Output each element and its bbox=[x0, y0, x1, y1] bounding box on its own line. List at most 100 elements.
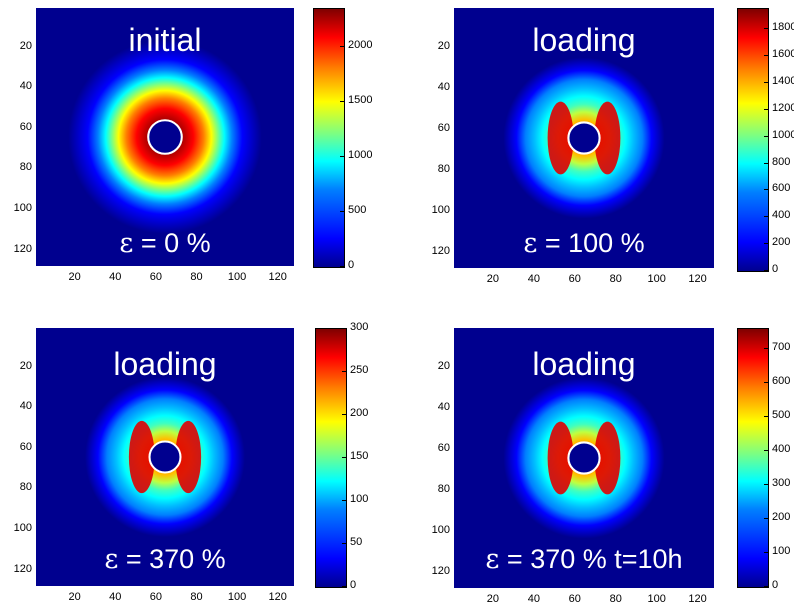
beam-stop bbox=[148, 440, 182, 474]
colorbar-tick-label: 600 bbox=[772, 375, 791, 388]
x-tick-label: 20 bbox=[68, 591, 81, 603]
scattering-pattern bbox=[454, 8, 714, 268]
colorbar-tick-label: 2000 bbox=[348, 39, 373, 52]
x-tick-label: 60 bbox=[149, 271, 162, 283]
colorbar-tick-label: 300 bbox=[772, 477, 791, 490]
colorbar-tick-mark bbox=[342, 414, 346, 415]
colorbar-tick-mark bbox=[342, 543, 346, 544]
colorbar bbox=[313, 8, 345, 268]
x-tick-label: 100 bbox=[647, 273, 666, 285]
colorbar-tick-label: 1200 bbox=[772, 101, 794, 114]
left-lobe bbox=[547, 421, 574, 495]
y-tick-label: 80 bbox=[437, 482, 450, 495]
y-tick-label: 40 bbox=[19, 80, 32, 93]
y-tick-label: 60 bbox=[437, 121, 450, 134]
colorbar-tick-mark bbox=[764, 518, 768, 520]
colorbar-tick-label: 500 bbox=[772, 409, 791, 422]
x-tick-label: 60 bbox=[568, 593, 581, 605]
colorbar-tick-mark bbox=[340, 156, 344, 158]
x-tick-label: 20 bbox=[486, 273, 500, 285]
y-tick-label: 80 bbox=[19, 481, 32, 494]
x-tick-label: 60 bbox=[149, 591, 162, 603]
y-tick-label: 120 bbox=[431, 564, 450, 577]
strain-annotation: ε = 370 % bbox=[36, 544, 294, 574]
scattering-pattern bbox=[36, 328, 294, 586]
panel-title: loading bbox=[532, 22, 636, 58]
colorbar-tick-label: 1600 bbox=[772, 48, 794, 61]
x-tick-label: 80 bbox=[190, 271, 203, 283]
colorbar-tick-mark bbox=[764, 189, 768, 191]
colorbar-tick-mark bbox=[764, 135, 768, 137]
y-tick-label: 120 bbox=[431, 244, 450, 257]
colorbar-tick-mark bbox=[764, 484, 768, 486]
scattering-pattern bbox=[36, 8, 294, 266]
beam-stop bbox=[567, 121, 601, 155]
colorbar-tick-mark bbox=[342, 500, 346, 501]
y-tick-label: 60 bbox=[19, 440, 32, 453]
x-tick-label: 100 bbox=[647, 593, 666, 605]
colorbar-tick-mark bbox=[764, 382, 768, 384]
x-tick-label: 80 bbox=[609, 593, 622, 605]
x-tick-label: 120 bbox=[268, 591, 287, 603]
strain-value: = 370 % t=10h bbox=[499, 544, 683, 574]
strain-value: = 370 % bbox=[118, 544, 226, 574]
x-tick-label: 40 bbox=[527, 273, 540, 285]
colorbar bbox=[315, 328, 347, 588]
left-lobe bbox=[547, 101, 574, 175]
colorbar-tick-label: 0 bbox=[772, 579, 779, 591]
x-tick-label: 40 bbox=[109, 591, 122, 603]
colorbar-tick-label: 1000 bbox=[348, 149, 373, 162]
y-tick-label: 100 bbox=[431, 523, 450, 536]
colorbar-tick-label: 0 bbox=[348, 259, 355, 271]
colorbar-tick-mark bbox=[764, 348, 768, 350]
y-tick-label: 80 bbox=[19, 161, 32, 174]
x-tick-label: 120 bbox=[688, 593, 707, 605]
strain-annotation: ε = 100 % bbox=[454, 228, 714, 258]
colorbar-tick-label: 300 bbox=[350, 321, 369, 333]
colorbar-tick-mark bbox=[764, 270, 768, 271]
y-tick-label: 100 bbox=[431, 203, 450, 216]
y-tick-label: 20 bbox=[19, 359, 32, 372]
beam-stop bbox=[147, 119, 183, 155]
x-tick-label: 60 bbox=[568, 273, 581, 285]
colorbar-tick-mark bbox=[764, 216, 768, 218]
panel-title: loading bbox=[532, 346, 636, 382]
colorbar-tick-mark bbox=[340, 211, 344, 213]
strain-annotation: ε = 370 % t=10h bbox=[454, 544, 714, 575]
y-tick-label: 40 bbox=[437, 80, 450, 93]
x-tick-label: 100 bbox=[227, 271, 247, 283]
scattering-pattern bbox=[454, 328, 714, 588]
x-tick-label: 40 bbox=[527, 593, 540, 605]
colorbar-tick-mark bbox=[764, 81, 768, 83]
y-tick-label: 120 bbox=[13, 562, 32, 575]
colorbar-tick-mark bbox=[342, 371, 346, 372]
strain-value: = 100 % bbox=[537, 228, 645, 258]
colorbar-tick-label: 600 bbox=[772, 182, 791, 195]
y-tick-label: 80 bbox=[437, 162, 450, 175]
y-tick-label: 60 bbox=[19, 120, 32, 133]
colorbar-tick-mark bbox=[340, 101, 344, 103]
epsilon-symbol: ε bbox=[485, 544, 500, 575]
colorbar-tick-mark bbox=[340, 266, 344, 267]
colorbar-tick-label: 1400 bbox=[772, 74, 794, 87]
y-tick-label: 20 bbox=[19, 39, 32, 52]
colorbar-tick-mark bbox=[342, 586, 346, 587]
y-tick-label: 40 bbox=[437, 400, 450, 413]
x-tick-label: 80 bbox=[190, 591, 203, 603]
colorbar-tick-mark bbox=[342, 328, 346, 329]
heatmap-image: loading ε = 370 % bbox=[36, 328, 294, 586]
heatmap-image: loading ε = 370 % t=10h bbox=[454, 328, 714, 588]
x-tick-label: 120 bbox=[688, 273, 707, 285]
right-lobe bbox=[594, 421, 621, 495]
colorbar-tick-mark bbox=[764, 552, 768, 554]
y-tick-label: 20 bbox=[437, 359, 450, 372]
colorbar-tick-label: 50 bbox=[350, 536, 363, 548]
x-tick-label: 100 bbox=[227, 591, 247, 603]
y-tick-label: 100 bbox=[13, 522, 32, 535]
colorbar-tick-mark bbox=[764, 108, 768, 110]
colorbar-tick-mark bbox=[764, 416, 768, 418]
y-tick-label: 60 bbox=[437, 441, 450, 454]
colorbar-tick-label: 200 bbox=[350, 407, 369, 419]
beam-stop bbox=[567, 441, 601, 475]
heatmap-image: loading ε = 100 % bbox=[454, 8, 714, 268]
